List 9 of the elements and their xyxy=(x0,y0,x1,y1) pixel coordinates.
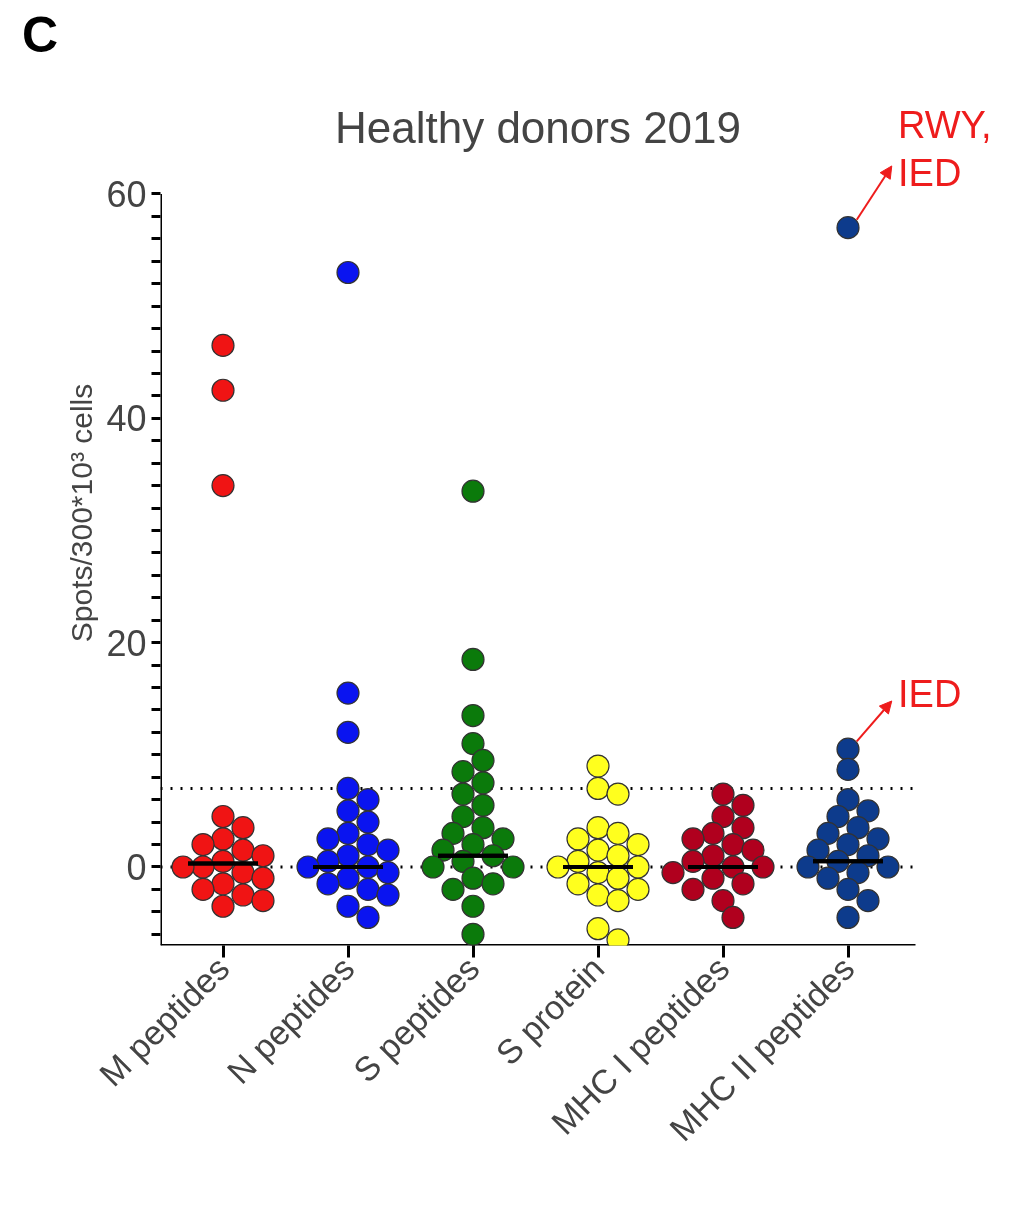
y-tick-label: 40 xyxy=(106,398,147,440)
chart-title: Healthy donors 2019 xyxy=(334,103,742,153)
y-axis-title: Spots/300*10³ cells xyxy=(65,383,99,643)
y-tick-label: 60 xyxy=(106,173,147,215)
y-tick-label: 0 xyxy=(126,846,147,888)
annotation: IED xyxy=(898,673,962,716)
y-tick-label: 20 xyxy=(106,622,147,664)
annotation: RWY, IED xyxy=(898,103,992,195)
text: C xyxy=(22,6,59,65)
